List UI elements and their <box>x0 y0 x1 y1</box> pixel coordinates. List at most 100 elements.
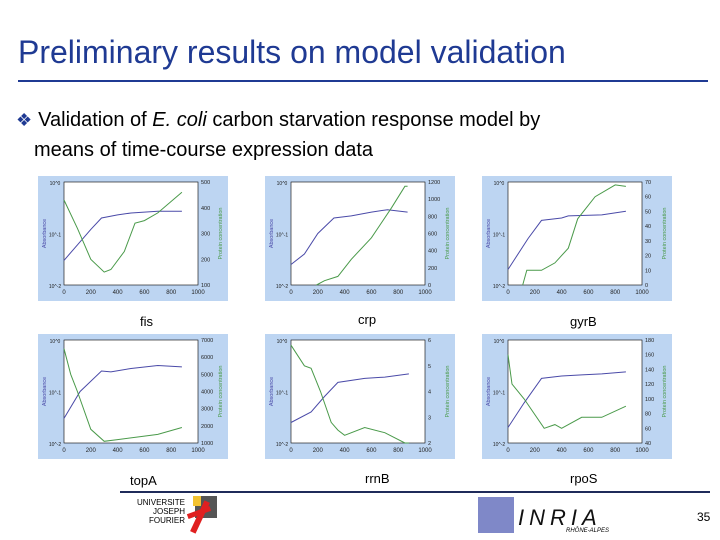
absorbance-line <box>290 209 408 265</box>
y2-tick-label: 400 <box>428 249 437 255</box>
y2-tick-label: 1000 <box>201 441 213 447</box>
y2-tick-label: 3000 <box>201 407 213 413</box>
bullet-line2: means of time-course expression data <box>34 139 374 161</box>
x-tick-label: 400 <box>113 290 124 296</box>
y2-tick-label: 400 <box>201 206 210 212</box>
y2-tick-label: 40 <box>645 441 651 447</box>
y2-tick-label: 10 <box>645 268 651 274</box>
x-tick-label: 800 <box>166 290 177 296</box>
y-tick-label: 10^0 <box>277 181 288 187</box>
x-tick-label: 0 <box>289 448 293 454</box>
y2-tick-label: 500 <box>201 180 210 186</box>
y2-tick-label: 7000 <box>201 338 213 344</box>
y-tick-label: 10^-2 <box>276 284 289 290</box>
inria-logo-sub: RHÔNE-ALPES <box>566 528 610 534</box>
x-tick-label: 400 <box>113 448 124 454</box>
y2-tick-label: 70 <box>645 180 651 186</box>
x-tick-label: 0 <box>289 290 293 296</box>
absorbance-line <box>63 364 182 419</box>
y2-tick-label: 1200 <box>428 180 440 186</box>
y-tick-label: 10^-2 <box>49 442 62 448</box>
y2-tick-label: 2 <box>428 441 431 447</box>
absorbance-line <box>290 373 409 423</box>
x-tick-label: 1000 <box>418 448 432 454</box>
x-tick-label: 800 <box>610 290 621 296</box>
protein-line <box>290 344 409 444</box>
bullet-icon: ❖ <box>16 110 33 130</box>
y2-axis-label: Protein concentration <box>662 208 668 260</box>
bullet-text: ❖ Validation of E. coli carbon starvation… <box>16 105 686 165</box>
chart-rpoS: 0 200 400 600 800 1000 10^0 10^-1 10^-2 40 60 80 100… <box>482 334 672 459</box>
y2-tick-label: 1000 <box>428 197 440 203</box>
y2-tick-label: 300 <box>201 232 210 238</box>
x-tick-label: 200 <box>530 448 541 454</box>
y2-tick-label: 0 <box>645 283 648 289</box>
y2-tick-label: 3 <box>428 415 431 421</box>
y-axis-label: Absorbance <box>486 219 492 248</box>
y-tick-label: 10^-1 <box>276 391 289 397</box>
x-tick-label: 1000 <box>191 448 205 454</box>
x-tick-label: 1000 <box>635 448 649 454</box>
y-tick-label: 10^-1 <box>493 233 506 239</box>
y2-axis-label: Protein concentration <box>445 208 451 260</box>
plot-area <box>290 181 426 286</box>
title-rule <box>18 80 708 82</box>
x-tick-label: 200 <box>86 290 97 296</box>
y2-tick-label: 600 <box>428 232 437 238</box>
gene-label: gyrB <box>570 314 597 329</box>
y2-tick-label: 200 <box>428 266 437 272</box>
y-tick-label: 10^-1 <box>49 233 62 239</box>
slide-title: Preliminary results on model validation <box>18 34 566 70</box>
y2-axis-label: Protein concentration <box>662 366 668 418</box>
y2-tick-label: 60 <box>645 195 651 201</box>
y-tick-label: 10^0 <box>50 339 61 345</box>
protein-line <box>63 348 183 442</box>
y2-tick-label: 2000 <box>201 424 213 430</box>
y-axis-label: Absorbance <box>486 377 492 406</box>
x-tick-label: 600 <box>366 448 377 454</box>
x-tick-label: 600 <box>583 290 594 296</box>
y2-tick-label: 60 <box>645 426 651 432</box>
x-tick-label: 800 <box>393 448 404 454</box>
x-tick-label: 0 <box>506 448 510 454</box>
protein-line <box>522 184 626 286</box>
inria-logo: INRIA RHÔNE-ALPES <box>478 497 618 535</box>
x-tick-label: 400 <box>340 290 351 296</box>
plot-area <box>507 339 643 444</box>
x-tick-label: 600 <box>139 448 150 454</box>
bullet-pre: Validation of <box>38 109 153 131</box>
y2-tick-label: 800 <box>428 214 437 220</box>
x-tick-label: 600 <box>366 290 377 296</box>
y-tick-label: 10^-1 <box>49 391 62 397</box>
y2-tick-label: 200 <box>201 257 210 263</box>
x-tick-label: 200 <box>86 448 97 454</box>
y2-tick-label: 0 <box>428 283 431 289</box>
y-axis-label: Absorbance <box>269 219 275 248</box>
y2-axis-label: Protein concentration <box>218 366 224 418</box>
protein-line <box>507 354 627 429</box>
plot-area <box>507 181 643 286</box>
inria-logo-text: INRIA <box>518 505 602 530</box>
page-number: 35 <box>697 510 711 524</box>
y2-tick-label: 100 <box>645 397 654 403</box>
x-tick-label: 0 <box>62 290 66 296</box>
y2-tick-label: 6000 <box>201 355 213 361</box>
y2-axis-label: Protein concentration <box>218 208 224 260</box>
gene-label: topA <box>130 473 157 488</box>
gene-label: rpoS <box>570 471 598 486</box>
y2-axis-label: Protein concentration <box>445 366 451 418</box>
x-tick-label: 400 <box>557 290 568 296</box>
y2-tick-label: 5000 <box>201 372 213 378</box>
y-tick-label: 10^0 <box>494 181 505 187</box>
y-tick-label: 10^-2 <box>276 442 289 448</box>
protein-line <box>63 191 183 273</box>
x-tick-label: 600 <box>139 290 150 296</box>
x-tick-label: 0 <box>62 448 66 454</box>
y2-tick-label: 5 <box>428 364 431 370</box>
y2-tick-label: 120 <box>645 382 654 388</box>
ujf-logo: UNIVERSITE JOSEPH FOURIER <box>115 496 225 534</box>
x-tick-label: 800 <box>610 448 621 454</box>
x-tick-label: 800 <box>166 448 177 454</box>
